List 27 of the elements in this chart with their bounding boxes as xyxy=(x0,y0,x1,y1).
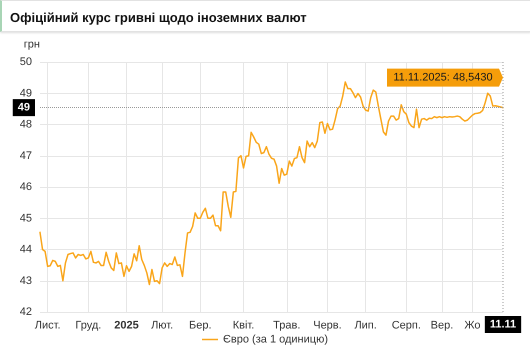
x-tick-label: 2025 xyxy=(114,320,139,332)
x-tick-label: Лип. xyxy=(354,320,377,332)
x-tick-label: Лют. xyxy=(151,320,174,332)
y-axis-title: грн xyxy=(24,38,40,50)
line-series xyxy=(39,81,504,286)
x-tick-label: Квіт. xyxy=(232,320,254,332)
y-tick-label: 50 xyxy=(20,56,32,68)
chart-title: Офіційний курс гривні щодо іноземних валют xyxy=(2,1,530,34)
annotation: 11.11.2025: 48,5430 xyxy=(393,72,493,84)
y-tick-label: 45 xyxy=(20,212,32,224)
y-tick-label: 46 xyxy=(20,181,32,193)
x-tick-label: Бер. xyxy=(189,320,212,332)
x-tick-label: Вер. xyxy=(430,320,454,332)
x-tick-label: Лист. xyxy=(34,320,61,332)
x-tick-label: Серп. xyxy=(392,320,421,332)
y-tick-label: 49 xyxy=(20,87,32,100)
legend-label: Євро (за 1 одиницю) xyxy=(223,334,328,346)
y-tick-label: 44 xyxy=(20,244,32,256)
x-tick-label: Жо xyxy=(464,320,481,332)
text: 11.11 xyxy=(490,318,516,330)
y-tick-label: 42 xyxy=(20,306,32,318)
y-tick-label: 47 xyxy=(20,150,32,162)
x-tick-label: Груд. xyxy=(75,320,102,332)
x-tick-label: Черв. xyxy=(313,320,342,332)
x-tick-label: Трав. xyxy=(273,320,300,332)
y-tick-label: 43 xyxy=(20,274,32,287)
y-tick-label: 48 xyxy=(20,118,32,130)
